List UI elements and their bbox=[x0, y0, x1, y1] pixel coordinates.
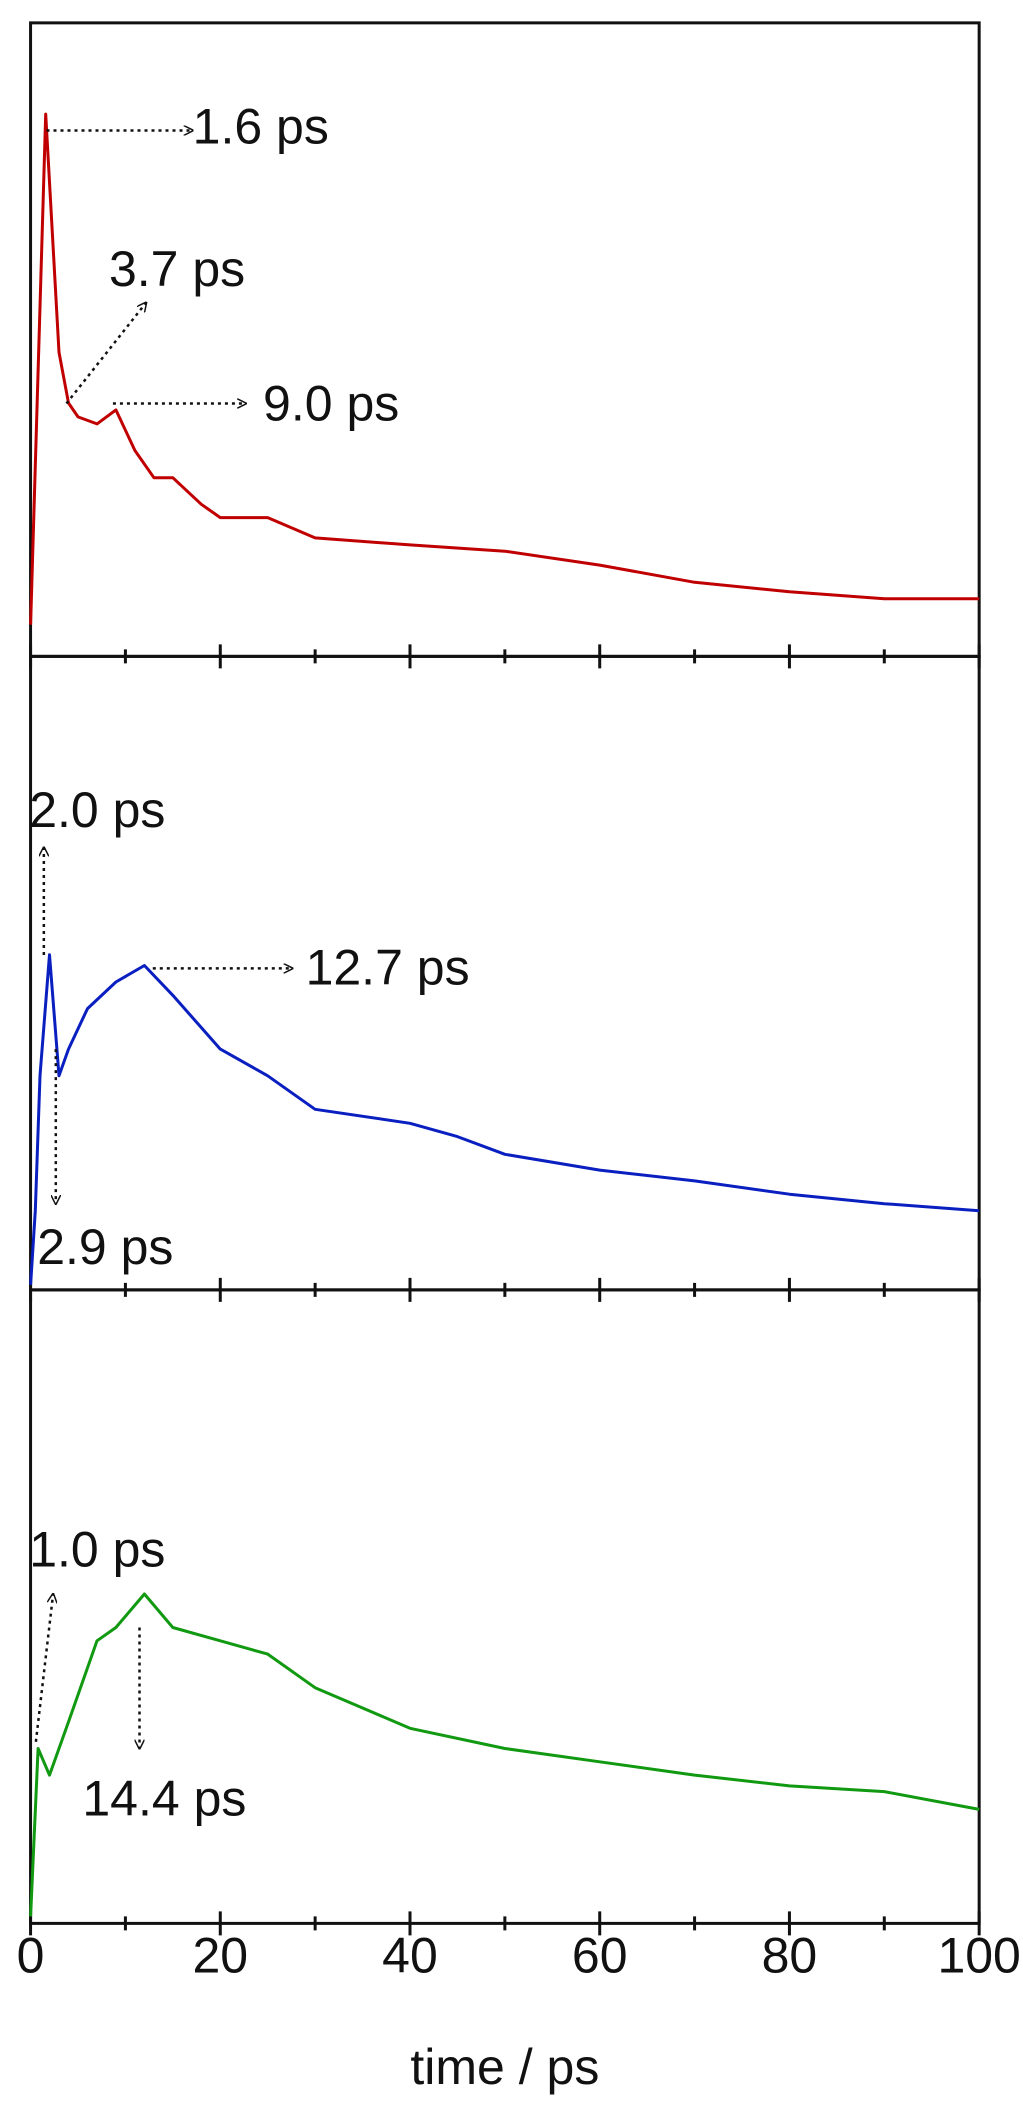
x-tick-label: 80 bbox=[762, 1928, 818, 1984]
panel-frame bbox=[29, 654, 981, 1292]
x-tick-label: 40 bbox=[382, 1928, 438, 1984]
x-tick-label: 0 bbox=[17, 1928, 45, 1984]
annotation-label: 2.0 ps bbox=[29, 782, 165, 838]
panel-frame bbox=[29, 1288, 981, 1925]
annotation-arrow bbox=[34, 1594, 53, 1742]
data-line bbox=[29, 953, 980, 1285]
x-tick-label: 60 bbox=[572, 1928, 628, 1984]
x-axis-label: time / ps bbox=[410, 2039, 599, 2095]
x-tick-label: 100 bbox=[937, 1928, 1020, 1984]
annotation-label: 2.9 ps bbox=[37, 1219, 173, 1275]
annotation-arrow bbox=[65, 303, 146, 405]
annotation-label: 3.7 ps bbox=[109, 241, 245, 297]
annotation-label: 12.7 ps bbox=[306, 939, 470, 995]
data-line bbox=[29, 112, 980, 625]
panel-frame bbox=[29, 21, 981, 658]
annotation-label: 14.4 ps bbox=[82, 1771, 246, 1827]
annotation-label: 1.6 ps bbox=[193, 99, 329, 155]
annotation-label: 1.0 ps bbox=[29, 1522, 165, 1578]
annotation-label: 9.0 ps bbox=[263, 376, 399, 432]
data-line bbox=[29, 1592, 980, 1917]
x-tick-label: 20 bbox=[192, 1928, 248, 1984]
